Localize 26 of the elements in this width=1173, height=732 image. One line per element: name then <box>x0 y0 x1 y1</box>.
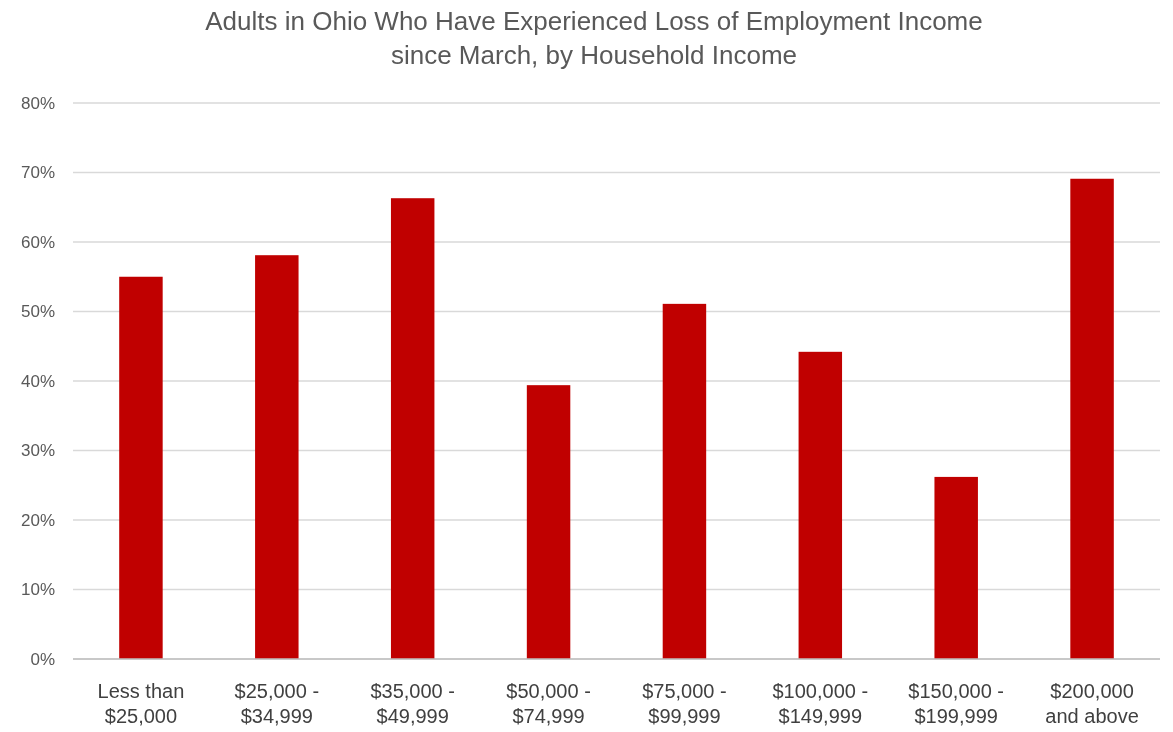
x-tick-label: $35,000 - $49,999 <box>370 680 455 727</box>
y-tick-label: 50% <box>20 302 55 322</box>
y-tick-label: 10% <box>20 580 55 600</box>
bar <box>1070 178 1114 659</box>
y-tick-label: 70% <box>20 163 55 183</box>
x-tick-label: $200,000 and above <box>1045 680 1139 727</box>
y-tick-label: 20% <box>20 510 55 530</box>
y-tick-label: 80% <box>20 93 55 113</box>
x-tick-label: $75,000 - $99,999 <box>642 680 727 727</box>
x-tick-label: Less than $25,000 <box>97 680 185 727</box>
x-tick-label: $25,000 - $34,999 <box>234 680 320 727</box>
x-tick-label: $150,000 - $199,999 <box>908 680 1005 727</box>
x-tick-label: $50,000 - $74,999 <box>506 680 591 727</box>
bar <box>662 303 707 659</box>
bar <box>798 351 843 659</box>
chart-title: Adults in Ohio Who Have Experienced Loss of Employment Income since March, by Household Income <box>205 6 983 70</box>
bar <box>255 255 299 659</box>
y-tick-label: 30% <box>20 441 55 461</box>
y-tick-label: 0% <box>30 649 55 669</box>
bar <box>390 198 435 659</box>
bar <box>526 385 571 659</box>
x-tick-label: $100,000 - $149,999 <box>772 680 869 727</box>
bar <box>934 476 978 659</box>
y-tick-label: 40% <box>20 371 55 391</box>
y-tick-label: 60% <box>20 232 55 252</box>
bar <box>119 276 163 659</box>
